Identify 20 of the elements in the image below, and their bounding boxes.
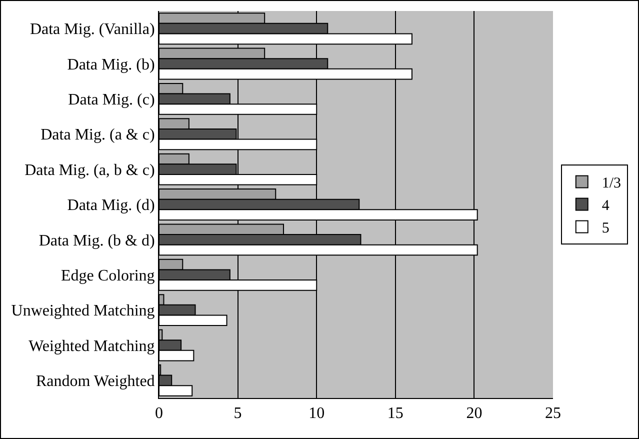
x-tick-label: 15 [387,405,404,422]
legend-label: 4 [602,198,610,214]
x-tick-label: 0 [155,405,163,422]
y-tick-label: Data Mig. (c) [68,92,155,109]
y-tick-label: Weighted Matching [28,338,155,355]
y-tick-label: Data Mig. (a, b & c) [24,162,155,179]
y-tick-label: Edge Coloring [61,267,155,284]
x-tick-label: 25 [545,405,561,422]
y-tick-label: Unweighted Matching [11,302,155,320]
x-tick-label: 20 [466,405,482,422]
y-tick-label: Random Weighted [36,373,155,390]
legend-label: 5 [602,220,610,237]
y-tick-label: Data Mig. (a & c) [40,126,155,144]
y-tick-label: Data Mig. (Vanilla) [30,21,155,38]
y-tick-label: Data Mig. (d) [67,197,155,214]
x-tick-label: 10 [308,405,325,422]
x-tick-label: 5 [234,405,242,422]
legend-label: 1/3 [602,176,622,192]
y-tick-label: Data Mig. (b) [67,56,155,74]
y-tick-label: Data Mig. (b & d) [38,232,155,250]
